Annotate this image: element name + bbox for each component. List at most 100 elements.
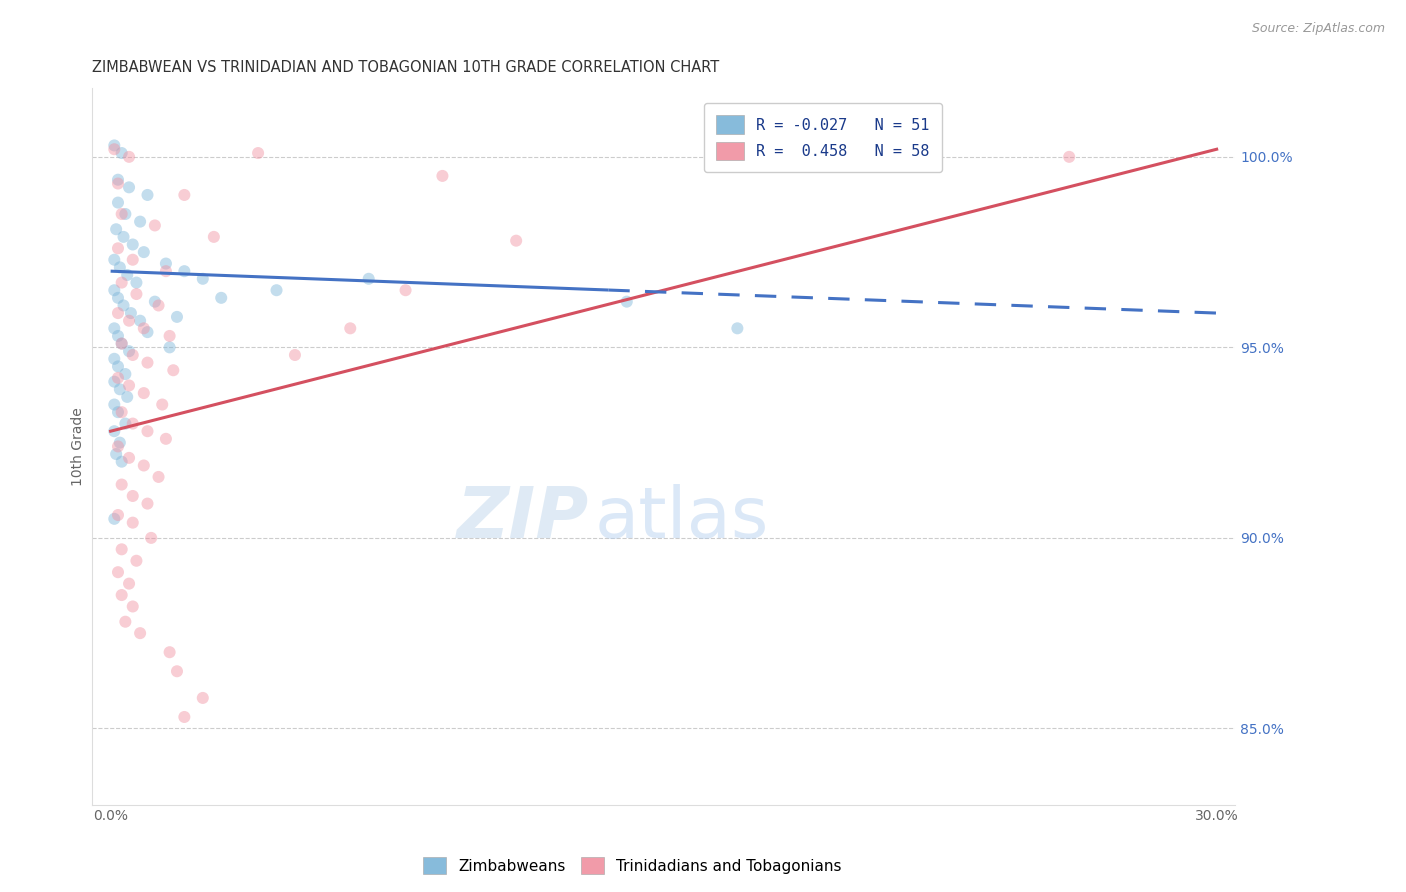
Point (143, 294, 166, 309)
Point (159, 329, 181, 343)
Point (118, 450, 141, 465)
Point (173, 188, 195, 202)
Point (339, 321, 361, 335)
Point (136, 497, 159, 511)
Y-axis label: 10th Grade: 10th Grade (72, 407, 86, 486)
Point (143, 219, 166, 233)
Point (132, 321, 155, 335)
Point (107, 508, 129, 522)
Point (191, 690, 214, 705)
Point (111, 588, 134, 602)
Point (103, 321, 125, 335)
Point (112, 298, 135, 312)
Point (103, 424, 125, 438)
Point (103, 512, 125, 526)
Point (114, 367, 136, 381)
Point (105, 222, 128, 236)
Point (432, 169, 454, 183)
Point (107, 306, 129, 320)
Point (173, 264, 195, 278)
Point (118, 378, 141, 392)
Point (115, 268, 138, 282)
Point (132, 386, 155, 401)
Point (162, 363, 184, 377)
Point (107, 405, 129, 419)
Point (121, 516, 143, 530)
Point (911, 138, 934, 153)
Point (108, 260, 131, 275)
Point (107, 291, 129, 305)
Point (118, 150, 141, 164)
Text: ZIMBABWEAN VS TRINIDADIAN AND TOBAGONIAN 10TH GRADE CORRELATION CHART: ZIMBABWEAN VS TRINIDADIAN AND TOBAGONIAN… (93, 60, 720, 75)
Point (132, 458, 155, 473)
Point (103, 398, 125, 412)
Point (107, 195, 129, 210)
Point (505, 234, 527, 248)
Point (357, 272, 380, 286)
Point (103, 375, 125, 389)
Point (166, 310, 188, 324)
Point (103, 351, 125, 366)
Legend: Zimbabweans, Trinidadians and Tobagonians: Zimbabweans, Trinidadians and Tobagonian… (418, 851, 848, 880)
Point (108, 435, 131, 450)
Point (112, 230, 135, 244)
Point (114, 615, 136, 629)
Point (125, 276, 148, 290)
Point (136, 325, 159, 339)
Point (107, 439, 129, 453)
Point (118, 180, 141, 194)
Point (125, 554, 148, 568)
Point (105, 447, 128, 461)
Point (136, 424, 159, 438)
Point (103, 283, 125, 297)
Point (121, 489, 143, 503)
Point (115, 390, 138, 404)
Point (107, 565, 129, 579)
Legend: R = -0.027   N = 51, R =  0.458   N = 58: R = -0.027 N = 51, R = 0.458 N = 58 (704, 103, 942, 172)
Point (107, 329, 129, 343)
Point (247, 146, 270, 161)
Point (103, 138, 125, 153)
Point (121, 252, 143, 267)
Point (111, 542, 134, 557)
Point (114, 417, 136, 431)
Point (108, 382, 131, 396)
Point (132, 245, 155, 260)
Point (111, 207, 134, 221)
Point (111, 405, 134, 419)
Point (107, 371, 129, 385)
Point (121, 348, 143, 362)
Point (266, 283, 288, 297)
Point (121, 599, 143, 614)
Point (394, 283, 416, 297)
Point (166, 665, 188, 679)
Text: atlas: atlas (595, 483, 769, 552)
Point (148, 470, 170, 484)
Point (111, 477, 134, 491)
Point (148, 298, 170, 312)
Point (120, 306, 142, 320)
Point (136, 188, 159, 202)
Point (155, 432, 177, 446)
Point (209, 291, 232, 305)
Point (159, 645, 181, 659)
Point (103, 252, 125, 267)
Point (103, 142, 125, 156)
Point (107, 172, 129, 186)
Text: ZIP: ZIP (457, 483, 589, 552)
Point (107, 177, 129, 191)
Point (159, 340, 181, 354)
Point (129, 626, 152, 640)
Point (616, 294, 638, 309)
Point (111, 336, 134, 351)
Point (155, 256, 177, 270)
Point (118, 344, 141, 359)
Point (121, 417, 143, 431)
Point (136, 356, 159, 370)
Point (121, 237, 143, 252)
Point (107, 241, 129, 255)
Point (141, 531, 163, 545)
Text: Source: ZipAtlas.com: Source: ZipAtlas.com (1251, 22, 1385, 36)
Point (1057, 150, 1080, 164)
Point (202, 230, 225, 244)
